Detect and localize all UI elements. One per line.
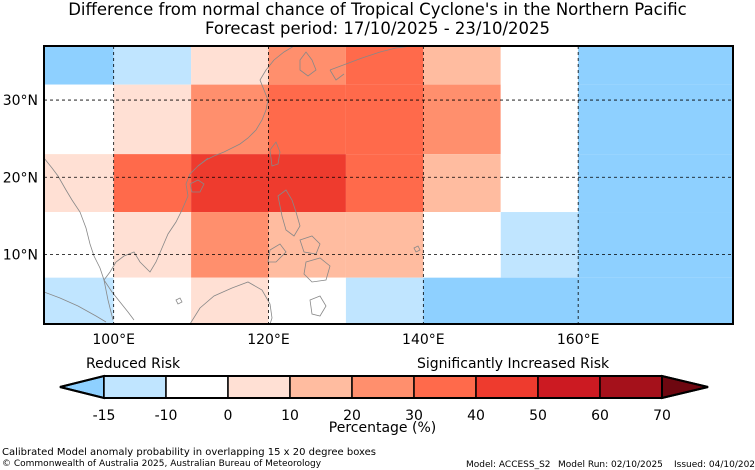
grid-cell (578, 84, 733, 155)
grid-cell (113, 154, 192, 213)
longitude-tick-label: 140°E (402, 332, 445, 348)
colorbar-bin (599, 375, 663, 399)
grid-cell (113, 212, 192, 278)
grid-cell (44, 212, 114, 278)
grid-cell (113, 277, 192, 324)
grid-cell (191, 46, 269, 85)
grid-cell (500, 84, 579, 155)
footer-model-run: Model Run: 02/10/2025 (558, 460, 663, 470)
colorbar-tick-label: -10 (155, 408, 178, 424)
grid-cell (191, 84, 269, 155)
grid-cell (44, 154, 114, 213)
colorbar-tick-label: 10 (281, 408, 299, 424)
longitude-ticks: 100°E 120°E 140°E 160°E (92, 332, 599, 348)
coastline-borneo (189, 281, 273, 324)
grid-cell (268, 277, 346, 324)
footer-copyright: © Commonwealth of Australia 2025, Austra… (2, 459, 322, 469)
colorbar-bin (475, 375, 539, 399)
colorbar-bin (537, 375, 601, 399)
colorbar-bin (103, 375, 167, 399)
longitude-tick-label: 160°E (557, 332, 600, 348)
grid-cell (423, 84, 501, 155)
coastline-hainan (189, 179, 205, 193)
coastline-mindanao (303, 257, 331, 283)
colorbar-axis-label: Percentage (%) (328, 420, 437, 436)
footer-model: Model: ACCESS_S2 (466, 460, 551, 470)
coastline-taiwan (269, 141, 281, 167)
colorbar-tick-label: 0 (224, 408, 233, 424)
grid-cell (423, 154, 501, 213)
coastline-islands (175, 245, 421, 305)
grid-cell (345, 277, 424, 324)
coastline-palawan (267, 243, 287, 263)
map-frame (43, 45, 734, 325)
grid-cell (44, 84, 114, 155)
anomaly-grid (44, 46, 733, 324)
colorbar: -15 -10 0 10 20 30 40 50 60 70 (59, 374, 709, 424)
forecast-period: Forecast period: 17/10/2025 - 23/10/2025 (204, 19, 551, 38)
grid-cell (578, 277, 733, 324)
grid-cell (44, 277, 114, 324)
graticule (44, 46, 733, 324)
latitude-ticks: 30°N 20°N 10°N (3, 93, 38, 263)
grid-cell (578, 154, 733, 213)
colorbar-outline (59, 375, 709, 399)
colorbar-tick-label: 20 (343, 408, 361, 424)
longitude-tick-label: 100°E (92, 332, 135, 348)
colorbar-tick-label: 60 (591, 408, 609, 424)
increased-risk-label: Significantly Increased Risk (417, 356, 610, 372)
coastline-korea (299, 51, 317, 77)
grid-cell (268, 154, 346, 213)
grid-cell (268, 46, 346, 85)
colorbar-bin (227, 375, 291, 399)
grid-cell (345, 212, 424, 278)
coastline-sumatra (44, 291, 107, 323)
colorbar-tick-label: 40 (467, 408, 485, 424)
footer-method-note: Calibrated Model anomaly probability in … (2, 447, 377, 458)
longitude-tick-label: 120°E (247, 332, 290, 348)
grid-cell (191, 277, 269, 324)
grid-cell (500, 212, 579, 278)
latitude-tick-label: 10°N (3, 248, 38, 264)
grid-cell (345, 46, 424, 85)
grid-cell (423, 277, 579, 324)
grid-cell (268, 212, 346, 278)
coastline-malay-peninsula (103, 279, 135, 321)
colorbar-arrow-low (59, 374, 105, 400)
colorbar-bin (165, 375, 229, 399)
coastline-japan (329, 46, 413, 81)
colorbar-tick-label: 50 (529, 408, 547, 424)
grid-cell (113, 46, 192, 85)
colorbar-arrow-high (661, 374, 709, 400)
chart-title: Difference from normal chance of Tropica… (68, 0, 687, 19)
grid-cell (44, 46, 114, 85)
coastline-sulawesi (309, 295, 327, 317)
grid-cell (578, 212, 733, 278)
grid-cell (113, 84, 192, 155)
latitude-tick-label: 30°N (3, 93, 38, 109)
colorbar-tick-label: 30 (405, 408, 423, 424)
grid-cell (345, 154, 424, 213)
colorbar-bin (351, 375, 415, 399)
grid-cell (268, 84, 346, 155)
reduced-risk-label: Reduced Risk (86, 356, 181, 372)
colorbar-bin (413, 375, 477, 399)
grid-cell (191, 212, 269, 278)
grid-cell (423, 212, 501, 278)
grid-cell (500, 154, 579, 213)
grid-cell (345, 84, 424, 155)
coastline-luzon (277, 189, 301, 237)
colorbar-bin (289, 375, 353, 399)
coastlines (44, 46, 421, 324)
footer-issued: Issued: 04/10/2025 (674, 460, 755, 470)
grid-cell (191, 154, 269, 213)
grid-cell (500, 46, 579, 85)
colorbar-tick-label: 70 (653, 408, 671, 424)
grid-cell (578, 46, 733, 85)
coastline-visayas (299, 235, 321, 255)
colorbar-tick-label: -15 (93, 408, 116, 424)
latitude-tick-label: 20°N (3, 170, 38, 186)
grid-cell (423, 46, 501, 85)
